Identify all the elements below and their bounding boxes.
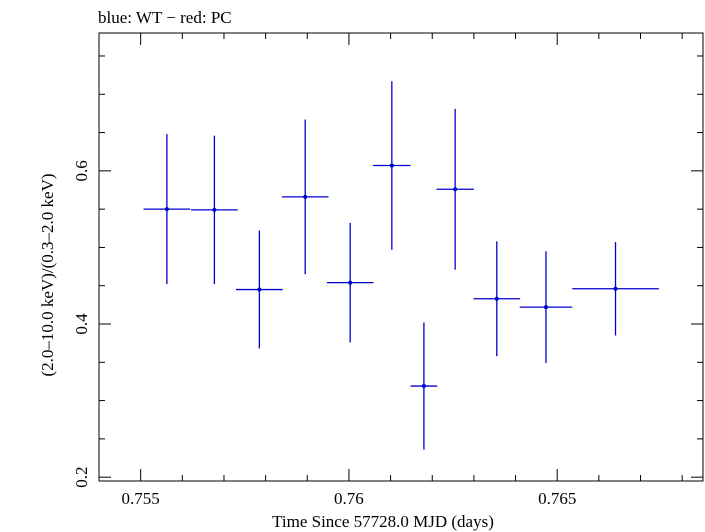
x-tick-label: 0.755 <box>122 489 160 508</box>
y-tick-label: 0.2 <box>72 467 91 488</box>
data-point <box>236 230 283 349</box>
y-tick-label: 0.6 <box>72 160 91 181</box>
y-axis-label: (2.0–10.0 keV)/(0.3–2.0 keV) <box>38 173 57 376</box>
point-marker <box>543 305 548 310</box>
point-marker <box>212 207 217 212</box>
data-point <box>436 108 474 270</box>
data-point <box>373 81 411 250</box>
x-tick-label: 0.765 <box>538 489 576 508</box>
point-marker <box>453 187 458 192</box>
point-marker <box>389 163 394 168</box>
x-axis-label: Time Since 57728.0 MJD (days) <box>272 512 494 531</box>
data-point <box>143 134 191 285</box>
point-marker <box>257 287 262 292</box>
point-marker <box>164 207 169 212</box>
data-point <box>281 119 329 275</box>
data-points <box>143 81 659 450</box>
chart-title: blue: WT − red: PC <box>98 8 232 27</box>
point-marker <box>613 286 618 291</box>
data-point <box>473 241 521 357</box>
data-point <box>519 251 573 364</box>
point-marker <box>494 296 499 301</box>
point-marker <box>421 384 426 389</box>
point-marker <box>303 194 308 199</box>
x-tick-label: 0.76 <box>334 489 364 508</box>
data-point <box>572 242 659 336</box>
y-tick-label: 0.4 <box>72 313 91 335</box>
data-point <box>410 322 438 450</box>
data-point <box>326 222 374 343</box>
plot-frame <box>98 32 704 482</box>
point-marker <box>348 280 353 285</box>
axis-ticks: 0.755 0.76 0.765 0.2 0.4 0.6 <box>72 33 703 508</box>
data-point <box>191 135 238 285</box>
